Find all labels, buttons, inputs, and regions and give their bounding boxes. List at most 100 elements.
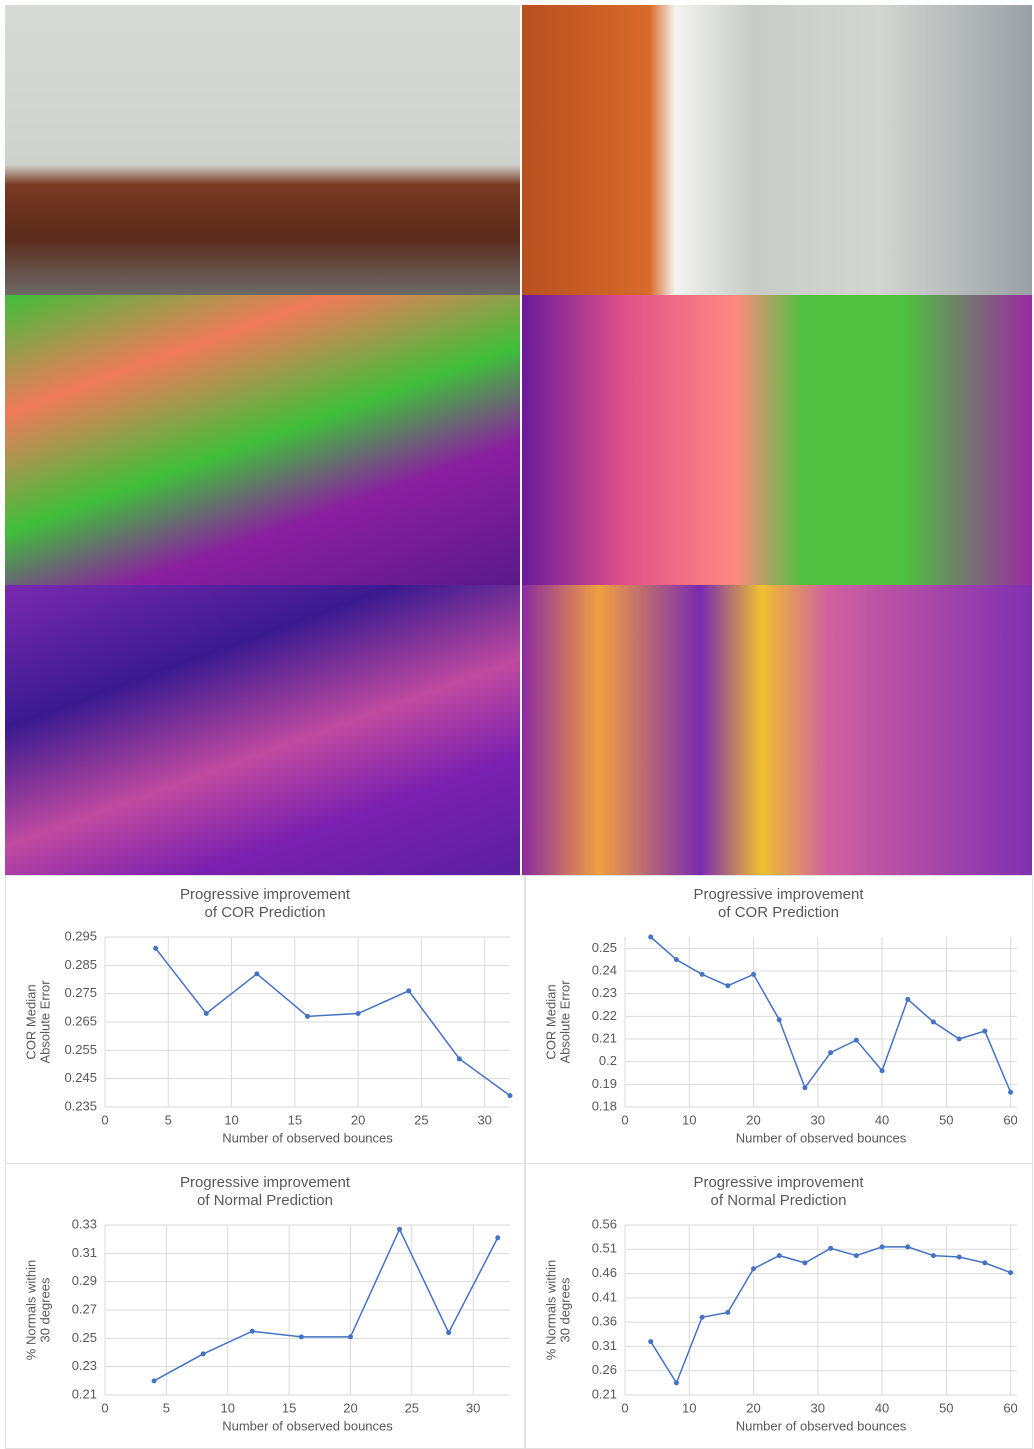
data-point [905,1244,910,1249]
x-tick-label: 5 [163,1400,170,1415]
data-point [751,1266,756,1271]
x-tick-label: 20 [351,1112,365,1127]
data-point [982,1029,987,1034]
data-point [495,1235,500,1240]
data-point [397,1227,402,1232]
data-point [880,1068,885,1073]
y-tick-label: 0.21 [72,1386,97,1401]
y-tick-label: 0.25 [72,1330,97,1345]
data-point [457,1056,462,1061]
y-axis-label: COR Median [23,984,38,1059]
x-axis-label: Number of observed bounces [736,1130,907,1145]
x-tick-label: 30 [811,1112,825,1127]
x-axis-label: Number of observed bounces [736,1418,907,1433]
y-tick-label: 0.295 [64,928,97,943]
x-tick-label: 50 [939,1400,953,1415]
data-point [700,1315,705,1320]
y-axis-label: COR Median [543,984,558,1059]
data-line [154,1229,498,1381]
chart-title: of COR Prediction [718,904,839,921]
x-tick-label: 40 [875,1112,889,1127]
x-tick-label: 25 [414,1112,428,1127]
y-tick-label: 0.25 [592,940,617,955]
photo [5,5,520,295]
x-tick-label: 15 [282,1400,296,1415]
x-tick-label: 60 [1003,1400,1017,1415]
data-point [828,1050,833,1055]
x-tick-label: 60 [1003,1112,1017,1127]
x-tick-label: 0 [101,1112,108,1127]
chart-title: of Normal Prediction [711,1192,847,1209]
x-tick-label: 40 [875,1400,889,1415]
y-tick-label: 0.22 [592,1008,617,1023]
y-tick-label: 0.275 [64,985,97,1000]
y-tick-label: 0.31 [72,1245,97,1260]
y-tick-label: 0.51 [592,1241,617,1256]
y-tick-label: 0.21 [592,1386,617,1401]
data-point [957,1255,962,1260]
y-tick-label: 0.23 [592,985,617,1000]
x-tick-label: 10 [220,1400,234,1415]
y-tick-label: 0.29 [72,1273,97,1288]
chart-title: Progressive improvement [693,1174,864,1191]
y-tick-label: 0.265 [64,1013,97,1028]
data-point [446,1330,451,1335]
chart-title: Progressive improvement [180,886,351,903]
data-point [648,935,653,940]
x-tick-label: 0 [101,1400,108,1415]
data-point [854,1253,859,1258]
x-tick-label: 50 [939,1112,953,1127]
data-point [1008,1270,1013,1275]
data-point [201,1351,206,1356]
data-point [982,1260,987,1265]
y-tick-label: 0.21 [592,1030,617,1045]
x-tick-label: 20 [746,1112,760,1127]
photo [522,5,1032,295]
data-point [674,957,679,962]
x-tick-label: 20 [746,1400,760,1415]
data-point [648,1339,653,1344]
data-point [348,1334,353,1339]
y-axis-label: 30 degrees [557,1277,572,1343]
data-point [508,1093,513,1098]
data-point [802,1085,807,1090]
data-point [751,972,756,977]
page: Progressive improvementof COR Prediction… [0,0,1034,1449]
y-tick-label: 0.2 [599,1053,617,1068]
y-axis-label: Absolute Error [37,980,52,1064]
x-tick-label: 10 [224,1112,238,1127]
x-tick-label: 30 [811,1400,825,1415]
x-tick-label: 25 [405,1400,419,1415]
y-axis-label: % Normals within [543,1260,558,1360]
x-tick-label: 5 [165,1112,172,1127]
x-tick-label: 0 [621,1400,628,1415]
data-line [651,937,1011,1092]
y-axis-label: % Normals within [23,1260,38,1360]
data-point [700,972,705,977]
y-tick-label: 0.36 [592,1314,617,1329]
chart-title: of COR Prediction [205,904,326,921]
data-point [305,1014,310,1019]
data-point [152,1378,157,1383]
y-tick-label: 0.56 [592,1216,617,1231]
y-tick-label: 0.255 [64,1042,97,1057]
chart-title: Progressive improvement [180,1174,351,1191]
cor-map [522,585,1032,875]
data-point [777,1253,782,1258]
data-point [777,1017,782,1022]
x-axis-label: Number of observed bounces [222,1130,393,1145]
x-axis-label: Number of observed bounces [222,1418,393,1433]
data-point [204,1011,209,1016]
x-tick-label: 30 [477,1112,491,1127]
y-axis-label: 30 degrees [37,1277,52,1343]
data-point [674,1380,679,1385]
data-point [725,1310,730,1315]
data-point [153,946,158,951]
y-tick-label: 0.235 [64,1098,97,1113]
chart-title: of Normal Prediction [197,1192,333,1209]
data-point [299,1334,304,1339]
data-point [828,1246,833,1251]
x-tick-label: 20 [343,1400,357,1415]
x-tick-label: 0 [621,1112,628,1127]
y-tick-label: 0.24 [592,962,617,977]
